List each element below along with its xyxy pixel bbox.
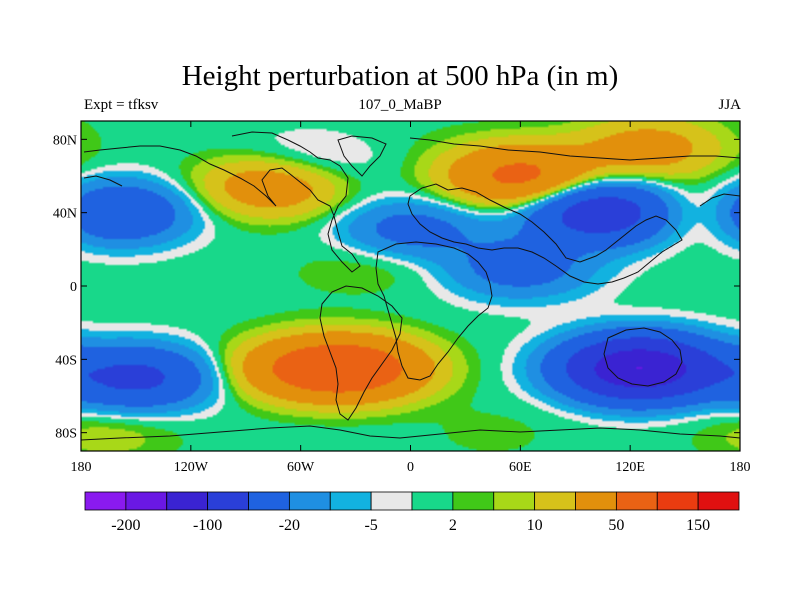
x-tick-label: 180 [71,460,92,475]
colorbar-swatch [125,491,168,511]
colorbar-swatch [493,491,536,511]
y-tick-label: 80N [53,133,77,148]
colorbar-label: -5 [364,517,377,534]
heatmap-field [81,121,740,451]
x-tick-label: 0 [407,460,414,475]
period-label: 107_0_MaBP [358,97,442,113]
x-tick-label: 120W [174,460,209,475]
colorbar: -200 -100 -20 -5 2 10 50 150 [84,491,740,534]
colorbar-swatch [248,491,290,511]
colorbar-swatch [207,491,249,511]
colorbar-swatch [697,491,740,511]
colorbar-swatch [656,491,699,511]
colorbar-swatch [288,491,331,511]
colorbar-swatch [84,491,127,511]
season-label: JJA [718,97,741,113]
colorbar-label: -200 [111,517,140,534]
y-tick-label: 40S [55,353,77,368]
y-tick-label: 0 [70,280,77,295]
colorbar-swatch [615,491,658,511]
colorbar-label: 150 [686,517,710,534]
coastlines [80,131,741,441]
colorbar-swatch [452,491,495,511]
colorbar-swatch [575,491,617,511]
plot-title: Height perturbation at 500 hPa (in m) [181,60,619,92]
colorbar-label: -100 [193,517,222,534]
colorbar-label: -20 [279,517,300,534]
map-frame [80,120,741,452]
colorbar-swatch [329,491,372,511]
x-tick-label: 60W [287,460,315,475]
y-tick-label: 40N [53,207,77,222]
experiment-label: Expt = tfksv [84,97,159,113]
y-axis-ticks: 80N 40N 0 40S 80S [53,133,740,442]
colorbar-swatch [534,491,576,511]
colorbar-label: 2 [449,517,457,534]
colorbar-swatch [411,491,454,511]
colorbar-label: 10 [527,517,543,534]
colorbar-label: 50 [608,517,624,534]
y-tick-label: 80S [55,427,77,442]
colorbar-swatch [370,491,413,511]
x-tick-label: 180 [730,460,751,475]
colorbar-swatch [166,491,209,511]
x-tick-label: 120E [615,460,645,475]
x-tick-label: 60E [509,460,532,475]
x-axis-ticks: 180 120W 60W 0 60E 120E 180 [71,121,751,475]
